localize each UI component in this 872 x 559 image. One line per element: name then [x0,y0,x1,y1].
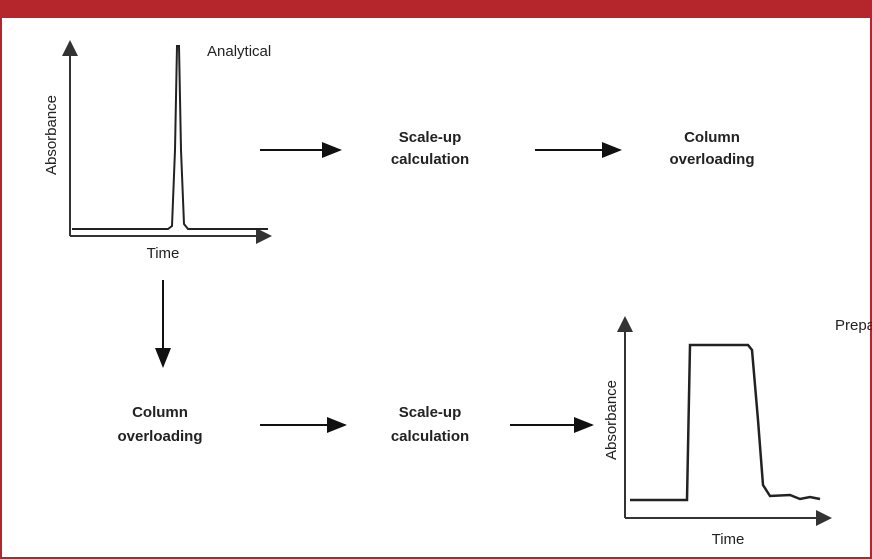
step-label: overloading [669,151,754,168]
step-label: Scale-up [399,129,462,146]
step-label: calculation [391,151,469,168]
step-label: overloading [117,428,202,445]
x-axis-label: Time [712,531,745,548]
step-label: Column [132,404,188,421]
header-band [0,0,872,18]
signal [72,45,268,230]
signal [630,343,821,502]
y-axis-label: Absorbance [43,95,60,175]
plot-label: Analytical [207,43,271,60]
y-axis-label: Absorbance [603,380,620,460]
step-label: calculation [391,428,469,445]
plot-label: Preparative [835,317,872,334]
analytical-chromatogram: Analytical Absorbance Time [43,40,272,262]
preparative-chromatogram: Preparative Absorbance Time [603,316,872,548]
x-axis-label: Time [147,245,180,262]
step-label: Scale-up [399,404,462,421]
step-label: Column [684,129,740,146]
